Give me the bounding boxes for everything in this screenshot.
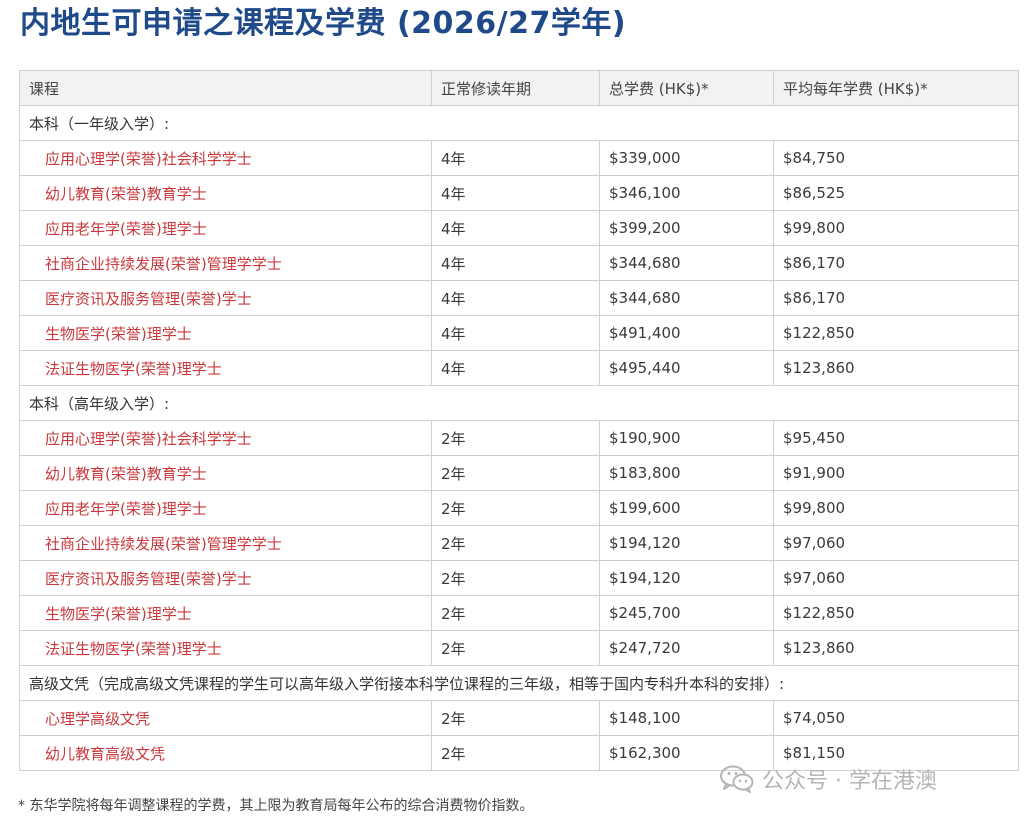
table-row: 社商企业持续发展(荣誉)管理学学士 2年 $194,120 $97,060 (19, 525, 1019, 561)
total-fee-cell: $346,100 (599, 175, 774, 211)
annual-fee-cell: $86,170 (773, 245, 1019, 281)
duration-cell: 2年 (431, 595, 600, 631)
table-row: 幼儿教育(荣誉)教育学士 4年 $346,100 $86,525 (19, 175, 1019, 211)
table-row: 生物医学(荣誉)理学士 4年 $491,400 $122,850 (19, 315, 1019, 351)
total-fee-cell: $194,120 (599, 560, 774, 596)
duration-cell: 4年 (431, 210, 600, 246)
course-link[interactable]: 医疗资讯及服务管理(荣誉)学士 (19, 560, 432, 596)
total-fee-cell: $495,440 (599, 350, 774, 386)
watermark: 公众号 · 学在港澳 (720, 763, 937, 795)
annual-fee-cell: $86,525 (773, 175, 1019, 211)
header-course: 课程 (19, 70, 432, 106)
course-link[interactable]: 幼儿教育(荣誉)教育学士 (19, 455, 432, 491)
total-fee-cell: $245,700 (599, 595, 774, 631)
course-link[interactable]: 社商企业持续发展(荣誉)管理学学士 (19, 245, 432, 281)
table-row: 生物医学(荣誉)理学士 2年 $245,700 $122,850 (19, 595, 1019, 631)
header-duration: 正常修读年期 (431, 70, 600, 106)
course-link[interactable]: 法证生物医学(荣誉)理学士 (19, 350, 432, 386)
duration-cell: 4年 (431, 175, 600, 211)
fee-table: 课程 正常修读年期 总学费 (HK$)* 平均每年学费 (HK$)* 本科（一年… (19, 70, 1019, 771)
table-header-row: 课程 正常修读年期 总学费 (HK$)* 平均每年学费 (HK$)* (19, 70, 1019, 106)
duration-cell: 2年 (431, 525, 600, 561)
total-fee-cell: $183,800 (599, 455, 774, 491)
annual-fee-cell: $86,170 (773, 280, 1019, 316)
course-link[interactable]: 幼儿教育高级文凭 (19, 735, 432, 771)
table-row: 幼儿教育(荣誉)教育学士 2年 $183,800 $91,900 (19, 455, 1019, 491)
course-link[interactable]: 幼儿教育(荣誉)教育学士 (19, 175, 432, 211)
annual-fee-cell: $122,850 (773, 315, 1019, 351)
table-row: 社商企业持续发展(荣誉)管理学学士 4年 $344,680 $86,170 (19, 245, 1019, 281)
course-link[interactable]: 生物医学(荣誉)理学士 (19, 315, 432, 351)
duration-cell: 2年 (431, 630, 600, 666)
table-row: 应用心理学(荣誉)社会科学学士 4年 $339,000 $84,750 (19, 140, 1019, 176)
duration-cell: 4年 (431, 245, 600, 281)
total-fee-cell: $194,120 (599, 525, 774, 561)
table-row: 应用老年学(荣誉)理学士 4年 $399,200 $99,800 (19, 210, 1019, 246)
annual-fee-cell: $97,060 (773, 525, 1019, 561)
duration-cell: 4年 (431, 350, 600, 386)
table-row: 医疗资讯及服务管理(荣誉)学士 4年 $344,680 $86,170 (19, 280, 1019, 316)
watermark-text: 公众号 · 学在港澳 (762, 769, 937, 794)
table-row: 医疗资讯及服务管理(荣誉)学士 2年 $194,120 $97,060 (19, 560, 1019, 596)
duration-cell: 2年 (431, 455, 600, 491)
total-fee-cell: $399,200 (599, 210, 774, 246)
section-label: 本科（高年级入学）: (19, 385, 1019, 421)
annual-fee-cell: $81,150 (773, 735, 1019, 771)
wechat-icon (720, 765, 754, 793)
annual-fee-cell: $84,750 (773, 140, 1019, 176)
table-row: 心理学高级文凭 2年 $148,100 $74,050 (19, 700, 1019, 736)
header-total-fee: 总学费 (HK$)* (599, 70, 774, 106)
duration-cell: 4年 (431, 280, 600, 316)
annual-fee-cell: $122,850 (773, 595, 1019, 631)
annual-fee-cell: $74,050 (773, 700, 1019, 736)
annual-fee-cell: $99,800 (773, 210, 1019, 246)
course-link[interactable]: 生物医学(荣誉)理学士 (19, 595, 432, 631)
table-row: 法证生物医学(荣誉)理学士 4年 $495,440 $123,860 (19, 350, 1019, 386)
table-row: 幼儿教育高级文凭 2年 $162,300 $81,150 (19, 735, 1019, 771)
header-annual-fee: 平均每年学费 (HK$)* (773, 70, 1019, 106)
course-link[interactable]: 应用老年学(荣誉)理学士 (19, 490, 432, 526)
annual-fee-cell: $91,900 (773, 455, 1019, 491)
course-link[interactable]: 法证生物医学(荣誉)理学士 (19, 630, 432, 666)
course-link[interactable]: 医疗资讯及服务管理(荣誉)学士 (19, 280, 432, 316)
table-row: 应用心理学(荣誉)社会科学学士 2年 $190,900 $95,450 (19, 420, 1019, 456)
annual-fee-cell: $99,800 (773, 490, 1019, 526)
total-fee-cell: $491,400 (599, 315, 774, 351)
section-label: 高级文凭（完成高级文凭课程的学生可以高年级入学衔接本科学位课程的三年级，相等于国… (19, 665, 1019, 701)
table-row: 应用老年学(荣誉)理学士 2年 $199,600 $99,800 (19, 490, 1019, 526)
course-link[interactable]: 应用老年学(荣誉)理学士 (19, 210, 432, 246)
section-row: 本科（一年级入学）: (19, 105, 1019, 141)
duration-cell: 2年 (431, 490, 600, 526)
total-fee-cell: $190,900 (599, 420, 774, 456)
total-fee-cell: $344,680 (599, 280, 774, 316)
total-fee-cell: $148,100 (599, 700, 774, 736)
duration-cell: 4年 (431, 315, 600, 351)
annual-fee-cell: $123,860 (773, 350, 1019, 386)
course-link[interactable]: 应用心理学(荣誉)社会科学学士 (19, 420, 432, 456)
duration-cell: 2年 (431, 700, 600, 736)
page-title: 内地生可申请之课程及学费 (2026/27学年) (20, 6, 627, 41)
section-row: 本科（高年级入学）: (19, 385, 1019, 421)
total-fee-cell: $199,600 (599, 490, 774, 526)
course-link[interactable]: 社商企业持续发展(荣誉)管理学学士 (19, 525, 432, 561)
total-fee-cell: $339,000 (599, 140, 774, 176)
total-fee-cell: $247,720 (599, 630, 774, 666)
course-link[interactable]: 应用心理学(荣誉)社会科学学士 (19, 140, 432, 176)
duration-cell: 2年 (431, 420, 600, 456)
duration-cell: 2年 (431, 560, 600, 596)
section-row: 高级文凭（完成高级文凭课程的学生可以高年级入学衔接本科学位课程的三年级，相等于国… (19, 665, 1019, 701)
duration-cell: 4年 (431, 140, 600, 176)
table-row: 法证生物医学(荣誉)理学士 2年 $247,720 $123,860 (19, 630, 1019, 666)
annual-fee-cell: $123,860 (773, 630, 1019, 666)
footnote: * 东华学院将每年调整课程的学费，其上限为教育局每年公布的综合消费物价指数。 (18, 798, 534, 814)
total-fee-cell: $344,680 (599, 245, 774, 281)
course-link[interactable]: 心理学高级文凭 (19, 700, 432, 736)
annual-fee-cell: $97,060 (773, 560, 1019, 596)
section-label: 本科（一年级入学）: (19, 105, 1019, 141)
duration-cell: 2年 (431, 735, 600, 771)
annual-fee-cell: $95,450 (773, 420, 1019, 456)
